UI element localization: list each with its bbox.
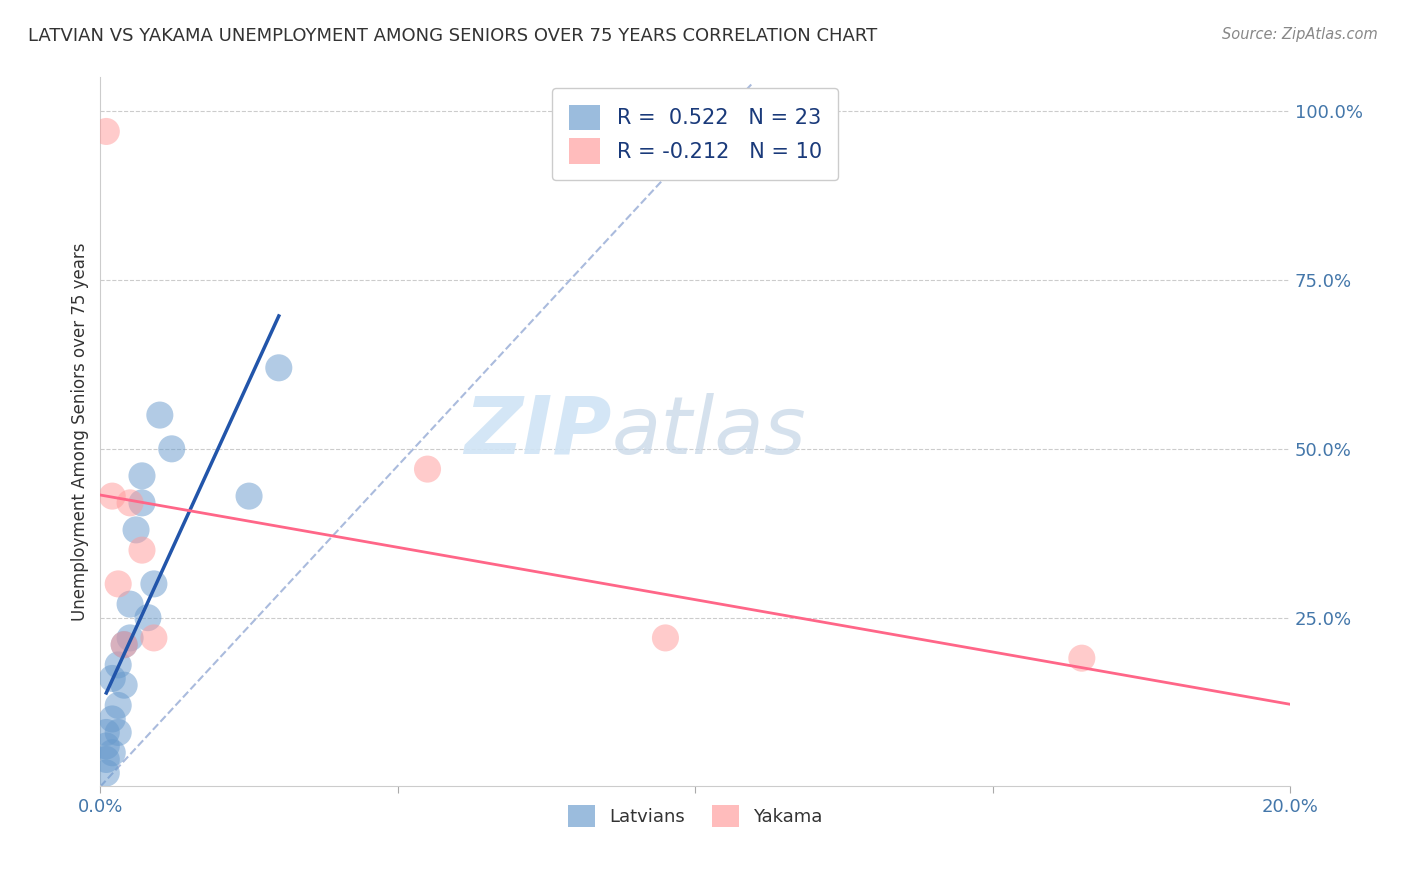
Text: Source: ZipAtlas.com: Source: ZipAtlas.com <box>1222 27 1378 42</box>
Point <box>112 638 135 652</box>
Point <box>131 543 153 558</box>
Point <box>96 766 118 780</box>
Point <box>142 577 165 591</box>
Point <box>238 489 260 503</box>
Point <box>101 672 124 686</box>
Legend: Latvians, Yakama: Latvians, Yakama <box>561 797 830 834</box>
Text: atlas: atlas <box>612 393 807 471</box>
Point <box>107 657 129 672</box>
Point <box>120 496 142 510</box>
Point <box>96 124 118 138</box>
Y-axis label: Unemployment Among Seniors over 75 years: Unemployment Among Seniors over 75 years <box>72 243 89 621</box>
Point <box>101 489 124 503</box>
Point <box>136 610 159 624</box>
Point <box>1070 651 1092 665</box>
Point <box>120 631 142 645</box>
Text: ZIP: ZIP <box>464 393 612 471</box>
Point <box>120 597 142 611</box>
Point <box>131 496 153 510</box>
Point <box>267 360 290 375</box>
Point <box>142 631 165 645</box>
Point <box>112 678 135 692</box>
Point <box>107 577 129 591</box>
Text: LATVIAN VS YAKAMA UNEMPLOYMENT AMONG SENIORS OVER 75 YEARS CORRELATION CHART: LATVIAN VS YAKAMA UNEMPLOYMENT AMONG SEN… <box>28 27 877 45</box>
Point <box>160 442 183 456</box>
Point <box>131 468 153 483</box>
Point <box>149 408 172 422</box>
Point <box>107 725 129 739</box>
Point <box>112 638 135 652</box>
Point <box>101 746 124 760</box>
Point <box>96 752 118 766</box>
Point <box>416 462 439 476</box>
Point <box>101 712 124 726</box>
Point <box>96 739 118 753</box>
Point <box>654 631 676 645</box>
Point <box>125 523 148 537</box>
Point <box>96 725 118 739</box>
Point <box>107 698 129 713</box>
